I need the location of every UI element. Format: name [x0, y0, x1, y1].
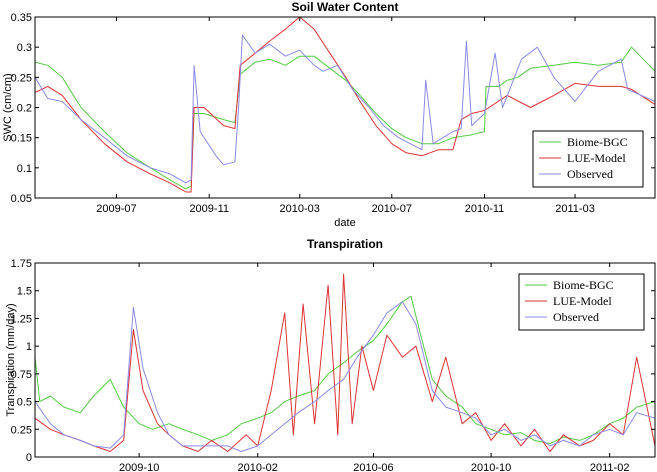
series-line-biome-bgc	[35, 46, 655, 190]
series-line-lue-model	[35, 273, 655, 452]
series-line-lue-model	[35, 17, 655, 193]
x-tick-label: 2010-03	[280, 203, 320, 215]
y-tick-label: 0.05	[11, 193, 32, 205]
y-tick-label: 1.5	[17, 286, 32, 298]
plot-frame	[34, 262, 656, 458]
legend-box	[532, 130, 644, 188]
legend: Biome-BGC LUE-Model Observed	[518, 273, 645, 331]
chart-2: Transpiration 0 0.25 0.5 0.75 1 1.25 1.5 1.75 200…	[5, 237, 656, 472]
x-tick-label: 2009-11	[189, 203, 229, 215]
y-tick-label: 1.75	[11, 258, 32, 270]
y-axis-label: SWC (cm/cm)	[2, 73, 14, 141]
chart-title: Transpiration	[307, 237, 383, 251]
legend-entry: Biome-BGC	[553, 278, 614, 292]
x-axis-label: date	[334, 217, 355, 229]
y-tick-label: 0.2	[17, 103, 32, 115]
legend-entry: Biome-BGC	[567, 135, 628, 149]
x-tick-label: 2010-06	[353, 462, 393, 472]
legend-entry: Observed	[553, 310, 599, 324]
series-line-observed	[35, 34, 655, 184]
y-tick-label: 0.25	[11, 424, 32, 436]
x-tick-label: 2010-10	[471, 462, 511, 472]
x-tick-label: 2010-02	[238, 462, 278, 472]
y-tick-label: 1	[26, 341, 32, 353]
legend-entry: LUE-Model	[567, 151, 626, 165]
legend-entry: Observed	[567, 167, 613, 181]
y-tick-label: 1.25	[11, 313, 32, 325]
x-tick-label: 2009-10	[119, 462, 159, 472]
legend: Biome-BGC LUE-Model Observed	[532, 130, 644, 188]
legend-box	[518, 273, 645, 331]
x-tick-label: 2011-03	[555, 203, 595, 215]
x-tick-label: 2010-07	[372, 203, 412, 215]
y-tick-label: 0.25	[11, 72, 32, 84]
y-axis-label: Transpiration (mm/day)	[5, 303, 17, 416]
y-tick-label: 0.75	[11, 369, 32, 381]
x-tick-label: 2010-11	[465, 203, 505, 215]
legend-entry: LUE-Model	[553, 294, 612, 308]
y-tick-label: 0.3	[17, 42, 32, 54]
y-tick-label: 0	[26, 452, 32, 464]
chart-1: Soil Water Content 0.05 0.1 0.15 0.2 0.25 0.3 0…	[2, 0, 656, 229]
y-tick-label: 0.35	[11, 12, 32, 24]
y-tick-label: 0.1	[17, 163, 32, 175]
y-tick-label: 0.5	[17, 397, 32, 409]
series-line-observed	[35, 301, 655, 452]
chart-title: Soil Water Content	[292, 0, 399, 14]
x-tick-label: 2009-07	[96, 203, 136, 215]
x-tick-label: 2011-02	[590, 462, 630, 472]
y-tick-label: 0.15	[11, 133, 32, 145]
